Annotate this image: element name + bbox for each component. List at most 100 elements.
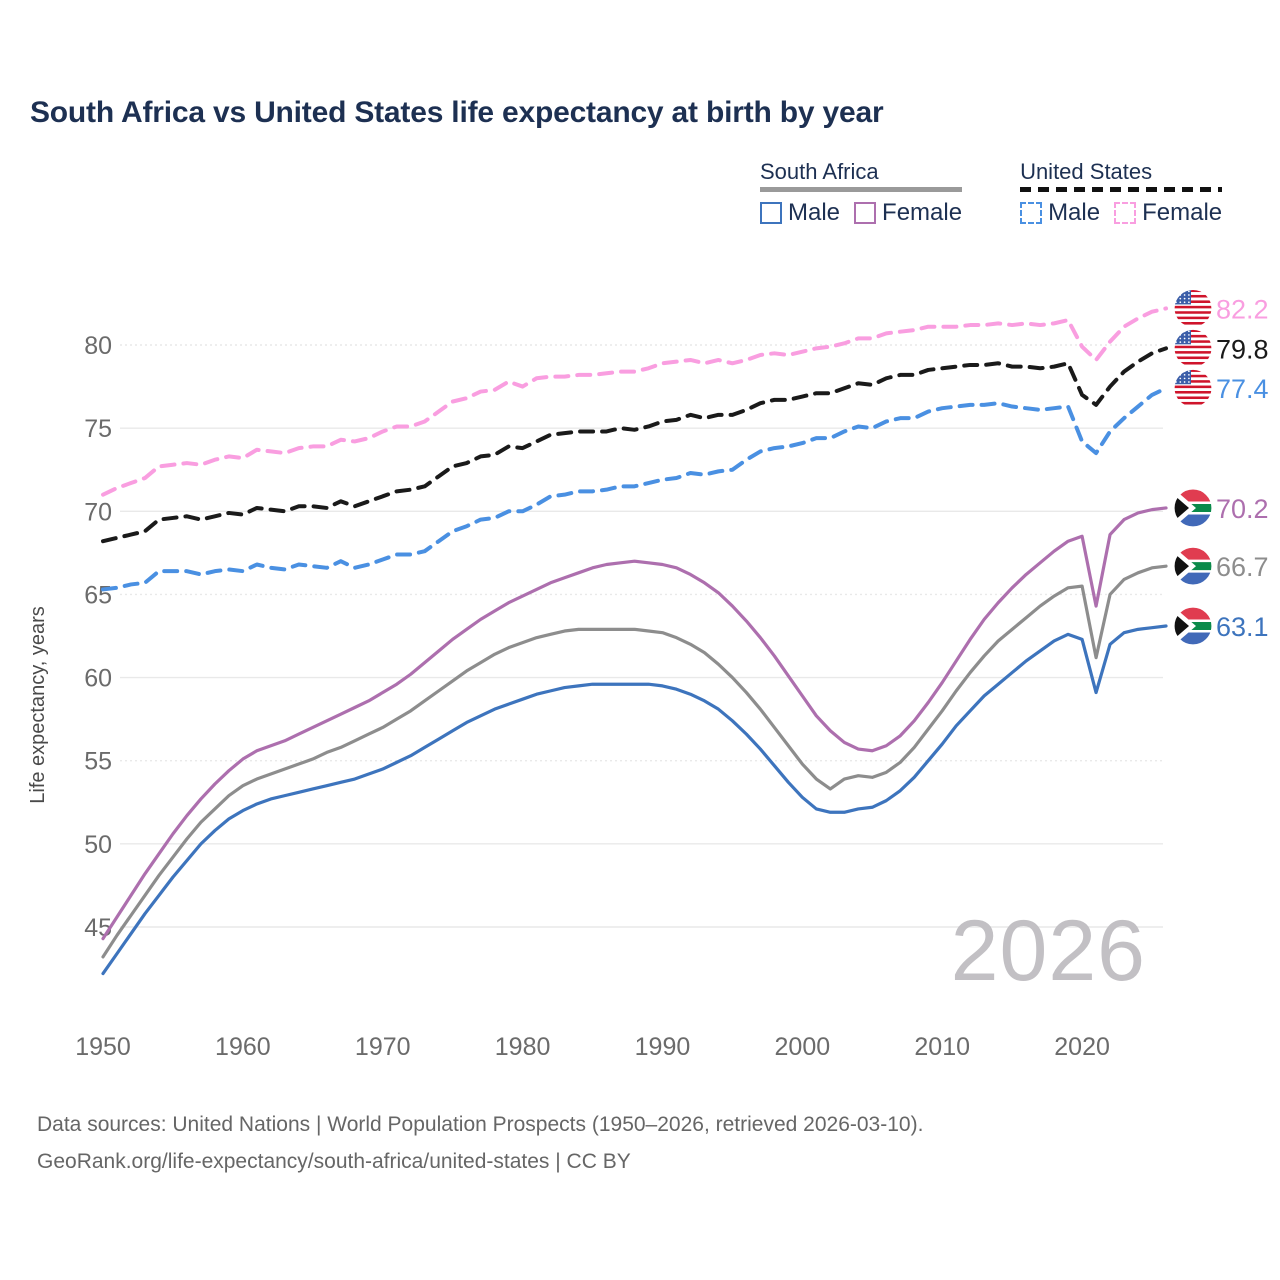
x-axis-tick-label: 1990 — [635, 1033, 691, 1061]
flag-stripe — [1174, 321, 1212, 325]
flag-stripe — [1174, 313, 1212, 317]
flag-star — [1188, 377, 1190, 380]
legend-swatch-icon — [854, 202, 877, 224]
legend-item-male[interactable]: Male — [1020, 199, 1100, 227]
us-flag-body — [1174, 329, 1212, 368]
legend-swatch-icon — [1114, 202, 1137, 224]
legend-item-female[interactable]: Female — [854, 199, 962, 227]
flag-stripe — [1174, 292, 1212, 295]
flag-star — [1183, 377, 1186, 380]
flag-star — [1188, 301, 1190, 304]
flag-stripe — [1174, 311, 1212, 314]
flag-stripe — [1174, 374, 1212, 378]
flag-stripe — [1174, 342, 1212, 346]
flag-star — [1188, 290, 1190, 293]
flag-star — [1183, 301, 1186, 304]
flag-stripe — [1174, 329, 1212, 333]
series-line-us_male — [101, 386, 1168, 592]
flag-star — [1188, 294, 1190, 296]
flag-stripe — [1174, 359, 1212, 362]
flag-star — [1175, 334, 1177, 336]
flag-star — [1188, 373, 1190, 376]
flag-star — [1179, 341, 1182, 343]
flag-star — [1183, 334, 1186, 336]
flag-stripe — [1174, 388, 1212, 391]
legend-item-male[interactable]: Male — [760, 199, 840, 227]
flag-stripe — [1174, 404, 1212, 408]
end-label-value-za_total: 66.7 — [1216, 552, 1269, 582]
x-axis-tick-label: 2000 — [775, 1033, 831, 1061]
legend-item-label: Female — [1142, 199, 1223, 226]
footer-line-attribution: GeoRank.org/life-expectancy/south-africa… — [37, 1150, 631, 1173]
us-flag-icon — [1173, 368, 1213, 408]
flag-ring — [1173, 606, 1213, 646]
legend-item-female[interactable]: Female — [1114, 199, 1222, 227]
flag-stripe — [1174, 369, 1212, 372]
x-axis-tick-label: 1970 — [355, 1033, 411, 1061]
flag-ring — [1173, 288, 1213, 329]
flag-stripe — [1174, 308, 1212, 312]
legend-item-label: Male — [1048, 199, 1101, 226]
flag-star — [1175, 290, 1177, 293]
flag-star — [1179, 297, 1182, 300]
flag-ring — [1173, 368, 1213, 408]
us-flag-icon — [1173, 288, 1213, 329]
series-line-za_male — [101, 624, 1168, 976]
y-axis-tick-label: 70 — [84, 498, 112, 526]
flag-stripe — [1174, 356, 1212, 360]
flag-star — [1179, 330, 1182, 333]
legend-items: Male Female — [760, 199, 962, 227]
flag-stripe — [1174, 401, 1212, 405]
legend-item-label: Male — [788, 199, 841, 226]
za-flag-icon — [1173, 606, 1213, 646]
flag-ring — [1173, 546, 1213, 586]
legend-item-label: Female — [882, 199, 963, 226]
flag-ring — [1173, 488, 1213, 528]
chart-footer: Data sources: United Nations | World Pop… — [37, 1106, 923, 1180]
flag-stripe — [1174, 345, 1212, 349]
legend-items: Male Female — [1020, 199, 1222, 227]
flag-star — [1175, 330, 1177, 333]
flag-stripe — [1174, 380, 1212, 383]
flag-stripe — [1174, 337, 1212, 341]
x-axis-tick-label: 1960 — [215, 1033, 271, 1061]
flag-stripe — [1174, 377, 1212, 381]
flag-star — [1179, 370, 1182, 373]
flag-stripe — [1174, 289, 1212, 293]
flag-stripe — [1174, 316, 1212, 320]
flag-stripe — [1174, 302, 1212, 306]
flag-star — [1188, 330, 1190, 333]
year-watermark: 2026 — [950, 903, 1146, 999]
x-axis-tick-label: 1980 — [495, 1033, 551, 1061]
legend-swatch-icon — [760, 202, 782, 224]
flag-ring — [1173, 328, 1213, 368]
series-line-za_female — [101, 506, 1168, 941]
x-axis-tick-label: 2020 — [1054, 1033, 1110, 1061]
flag-stripe — [1174, 385, 1212, 389]
y-axis-tick-label: 60 — [84, 665, 112, 693]
legend-group-south-africa: South Africa Male Female — [760, 160, 963, 227]
flag-stripe — [1174, 393, 1212, 397]
legend-country-label: United States — [1020, 159, 1153, 184]
legend-country-rule — [760, 187, 963, 192]
flag-star — [1179, 381, 1182, 383]
flag-star — [1188, 370, 1190, 373]
flag-stripe — [1174, 353, 1212, 357]
za-flag-icon — [1173, 488, 1213, 528]
flag-star — [1175, 294, 1177, 296]
flag-stripe — [1174, 348, 1212, 352]
y-axis-title: Life expectancy, years — [27, 606, 49, 804]
end-label-value-us_male: 77.4 — [1216, 374, 1269, 404]
flag-stripe — [1174, 332, 1212, 335]
flag-stripe — [1174, 371, 1212, 375]
flag-stripe — [1174, 351, 1212, 354]
flag-black-wedge — [1174, 494, 1189, 521]
flag-stripe — [1174, 324, 1212, 328]
flag-star — [1183, 297, 1186, 300]
flag-stripe — [1174, 382, 1212, 386]
end-label-value-za_female: 70.2 — [1216, 494, 1269, 524]
za-flag-body — [1174, 488, 1212, 527]
flag-star — [1179, 337, 1182, 340]
